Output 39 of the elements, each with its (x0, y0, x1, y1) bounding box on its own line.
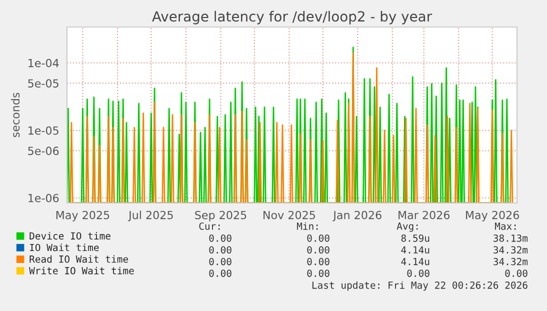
y-tick-label: 1e-06 (28, 194, 59, 202)
legend-label: Device IO time (30, 232, 110, 240)
text: 34.32m (494, 246, 528, 254)
text: 0.00 (209, 258, 232, 266)
text: 0.00 (307, 234, 330, 242)
text: 4.14u (401, 246, 430, 254)
x-tick-label: Jan 2026 (332, 210, 382, 222)
y-tick-label: 1e-04 (28, 58, 59, 68)
text: 0.00 (407, 270, 430, 277)
text: 38.13m (494, 234, 528, 242)
x-tick-label: Sep 2025 (195, 210, 246, 222)
text: 34.32m (494, 258, 528, 266)
legend-label: IO Wait time (30, 244, 99, 252)
x-tick-label: Mar 2026 (398, 210, 450, 220)
y-axis-title: seconds (11, 92, 20, 138)
text: 0.00 (209, 246, 232, 254)
text: Max: (494, 222, 516, 230)
text: Avg: (396, 222, 418, 232)
legend-label: Read IO Wait time (30, 255, 128, 263)
y-tick-label: 5e-05 (28, 79, 58, 88)
text: 0.00 (505, 270, 528, 277)
text: Min: (296, 222, 318, 230)
text: 0.00 (307, 246, 330, 254)
y-tick-label: 1e-05 (28, 126, 58, 135)
legend-label: Write IO Wait time (29, 266, 134, 274)
text: 0.00 (307, 270, 330, 277)
x-tick-label: May 2026 (466, 210, 519, 222)
x-tick-label: Nov 2025 (264, 210, 315, 220)
text: 0.00 (307, 258, 330, 266)
x-tick-label: May 2025 (56, 210, 110, 222)
text: Last update: Fri May 22 00:26:26 2026 (312, 281, 528, 291)
text: 0.00 (209, 234, 232, 242)
text: 4.14u (401, 258, 430, 266)
y-tick-label: 5e-06 (28, 146, 59, 156)
x-tick-label: Jul 2025 (128, 210, 173, 222)
text: 8.59u (401, 234, 430, 242)
chart-title: Average latency for /dev/loop2 - by year (152, 10, 432, 24)
text: Cur: (199, 222, 220, 230)
text: 0.00 (209, 270, 232, 277)
